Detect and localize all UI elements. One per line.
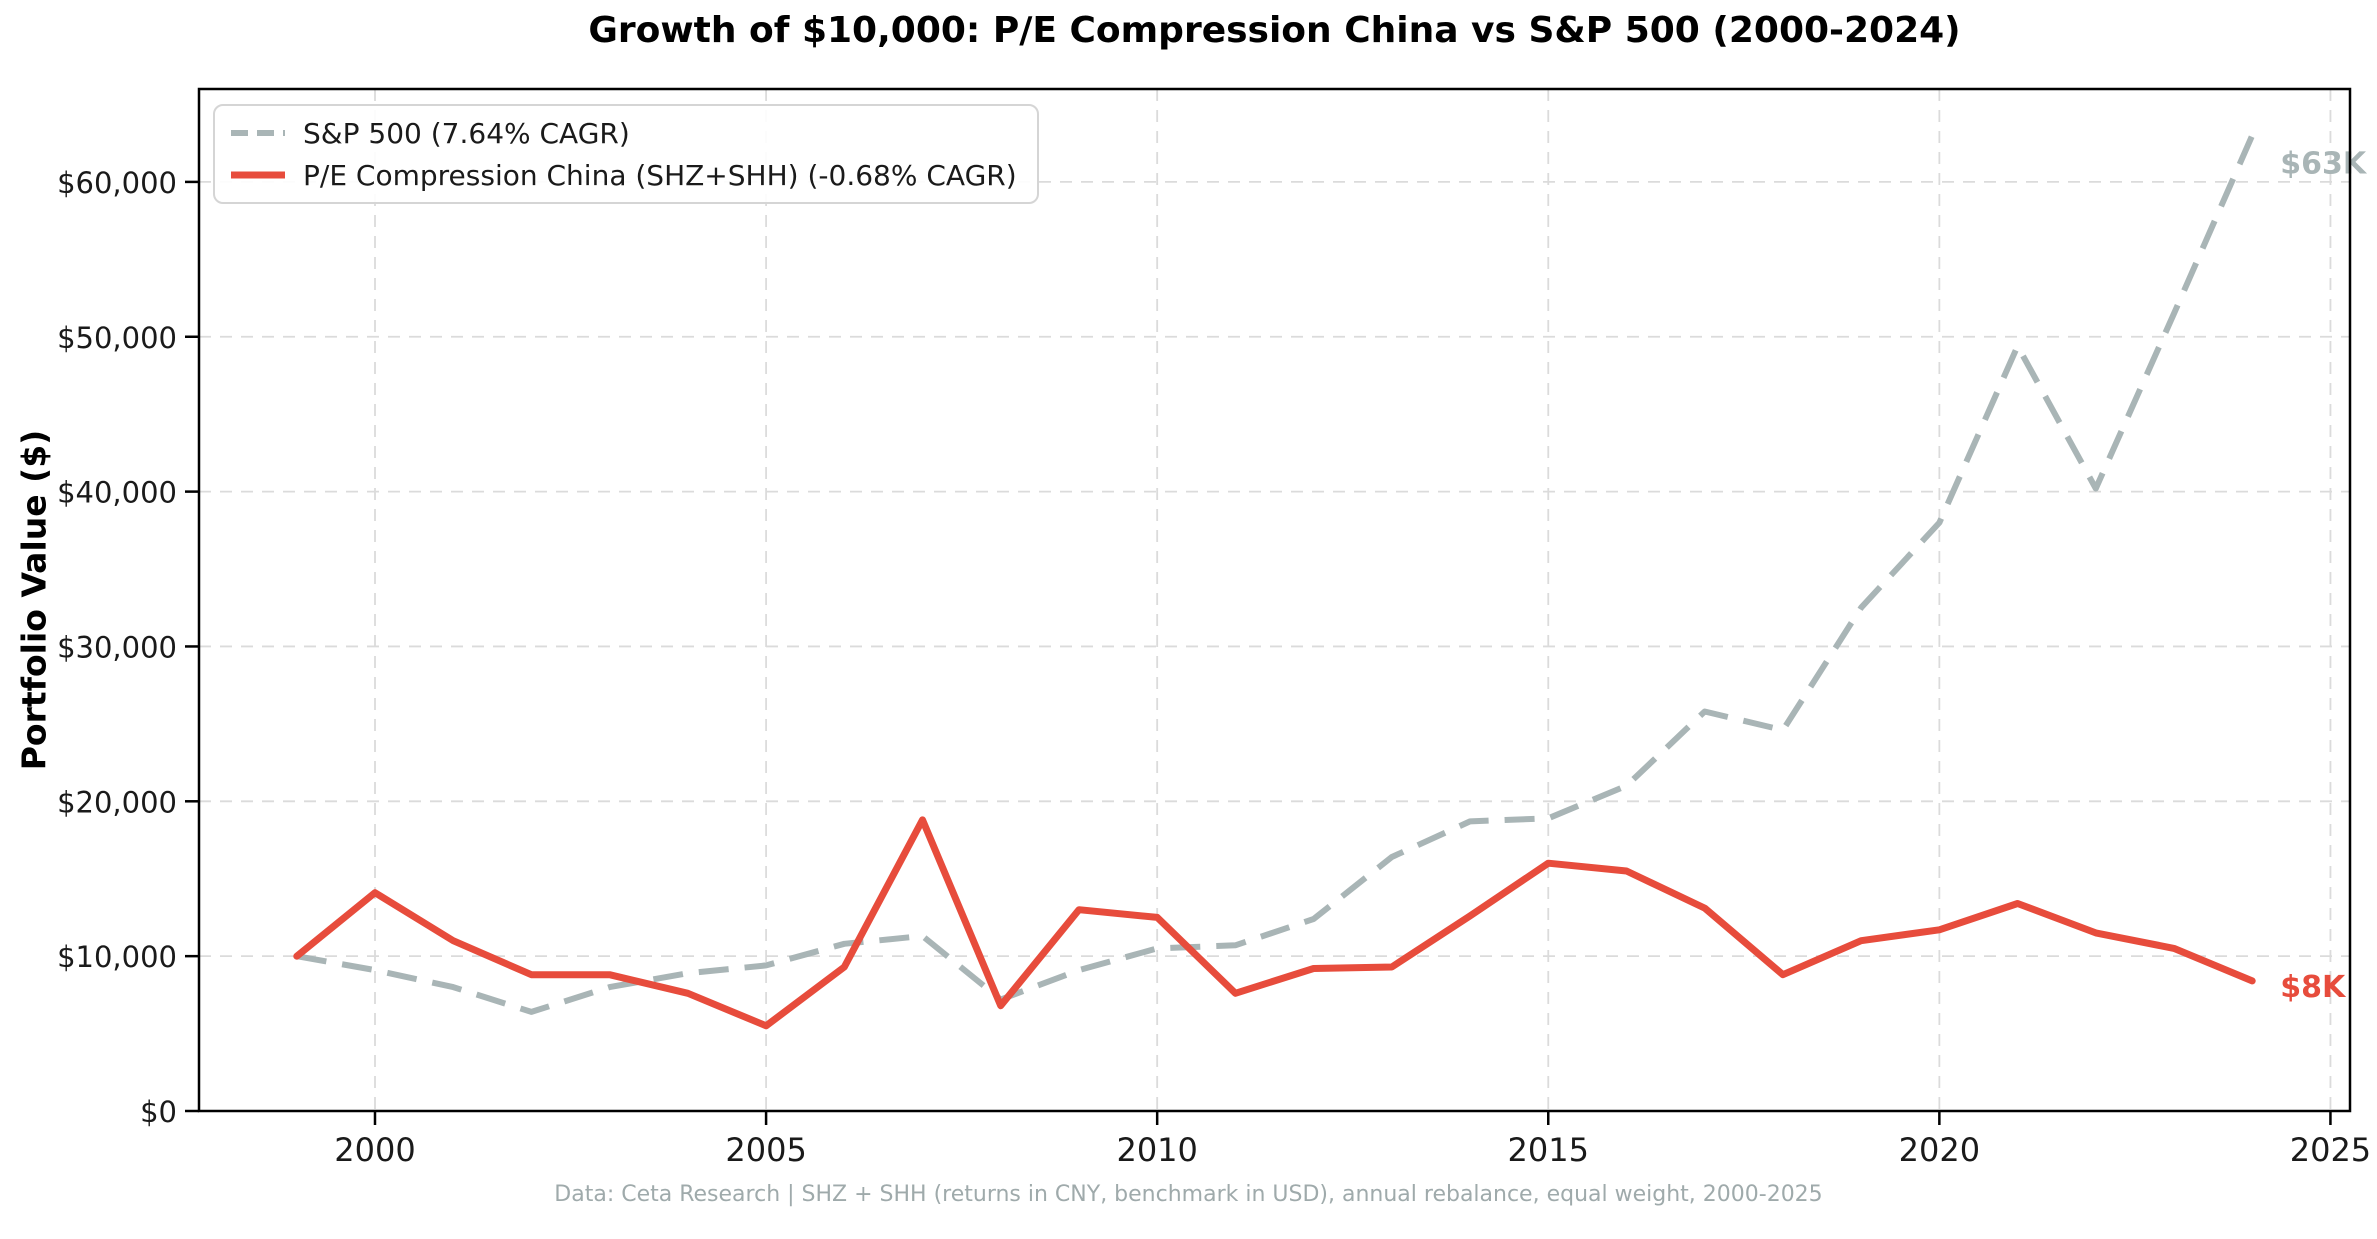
- chart-title: Growth of $10,000: P/E Compression China…: [588, 10, 1961, 51]
- y-tick-label-40000: $40,000: [57, 476, 177, 510]
- y-tick-label-20000: $20,000: [57, 785, 177, 819]
- footer-note: Data: Ceta Research | SHZ + SHH (returns…: [554, 1182, 1823, 1207]
- y-tick-label-0: $0: [140, 1095, 177, 1129]
- legend-item-sp500: S&P 500 (7.64% CAGR): [229, 114, 1017, 152]
- y-tick-label-10000: $10,000: [57, 940, 177, 974]
- series-line-sp500: [296, 134, 2255, 1015]
- dashed-line-swatch-icon: [231, 130, 285, 136]
- solid-line-swatch-icon: [231, 171, 285, 179]
- x-tick-label-2025: 2025: [2290, 1131, 2371, 1169]
- legend-item-label: S&P 500 (7.64% CAGR): [303, 116, 630, 150]
- y-tick-label-50000: $50,000: [57, 321, 177, 355]
- series-line-china: [293, 816, 2256, 1030]
- legend: S&P 500 (7.64% CAGR) P/E Compression Chi…: [213, 104, 1039, 204]
- y-tick-label-60000: $60,000: [57, 166, 177, 200]
- end-value-label-china: $8K: [2280, 970, 2347, 1005]
- x-tick-label-2020: 2020: [1899, 1131, 1980, 1169]
- legend-item-china: P/E Compression China (SHZ+SHH) (-0.68% …: [229, 156, 1017, 194]
- y-tick-label-30000: $30,000: [57, 630, 177, 664]
- x-tick-label-2000: 2000: [334, 1131, 415, 1169]
- x-tick-label-2010: 2010: [1116, 1131, 1197, 1169]
- x-tick-label-2015: 2015: [1508, 1131, 1589, 1169]
- end-value-label-sp500: $63K: [2280, 146, 2368, 181]
- y-axis-label: Portfolio Value ($): [14, 429, 54, 771]
- legend-item-label: P/E Compression China (SHZ+SHH) (-0.68% …: [303, 158, 1017, 192]
- x-tick-label-2005: 2005: [725, 1131, 806, 1169]
- axes-spines: [197, 87, 2352, 1113]
